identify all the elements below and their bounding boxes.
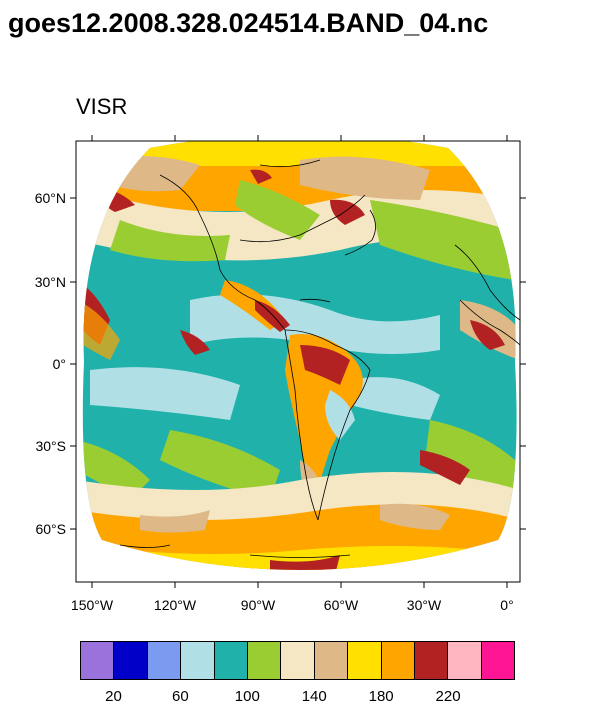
colorbar-label: 20	[105, 688, 122, 705]
colorbar-swatch	[81, 642, 115, 679]
colorbar-swatch	[414, 642, 449, 679]
lat-tick-30s: 30°S	[35, 438, 66, 454]
colorbar-swatch	[448, 642, 482, 679]
lon-tick-0: 0°	[500, 597, 513, 613]
colorbar-swatch	[214, 642, 248, 679]
colorbar-swatch	[381, 642, 415, 679]
colorbar-label: 60	[172, 688, 189, 705]
page-title: goes12.2008.328.024514.BAND_04.nc	[8, 8, 489, 38]
lon-tick-90w: 90°W	[241, 597, 276, 613]
lat-tick-labels: 60°N 30°N 0° 30°S 60°S	[35, 190, 66, 537]
colorbar-swatch	[281, 642, 315, 679]
colorbar-swatch	[181, 642, 215, 679]
colorbar-swatch	[314, 642, 349, 679]
colorbar-label: 100	[234, 688, 260, 705]
lat-tick-0: 0°	[53, 356, 66, 372]
colorbar-swatch	[348, 642, 382, 679]
colorbar	[80, 641, 515, 680]
lon-ticks	[91, 135, 508, 588]
lat-ticks	[70, 197, 526, 530]
lon-tick-120w: 120°W	[154, 597, 197, 613]
map-frame	[75, 140, 521, 583]
colorbar-swatch	[247, 642, 282, 679]
lon-tick-30w: 30°W	[407, 597, 442, 613]
lon-tick-60w: 60°W	[324, 597, 359, 613]
lon-tick-150w: 150°W	[71, 597, 114, 613]
lat-tick-30n: 30°N	[35, 274, 66, 290]
colorbar-swatch	[114, 642, 148, 679]
colorbar-label: 180	[368, 688, 394, 705]
lat-tick-60n: 60°N	[35, 190, 66, 206]
colorbar-label: 220	[435, 688, 461, 705]
colorbar-swatch	[147, 642, 182, 679]
colorbar-swatch	[481, 642, 515, 679]
satellite-disc	[82, 141, 520, 570]
map-subtitle: VISR	[76, 94, 128, 119]
lon-tick-labels: 150°W 120°W 90°W 60°W 30°W 0°	[71, 597, 514, 613]
lat-tick-60s: 60°S	[35, 521, 66, 537]
colorbar-label: 140	[301, 688, 327, 705]
